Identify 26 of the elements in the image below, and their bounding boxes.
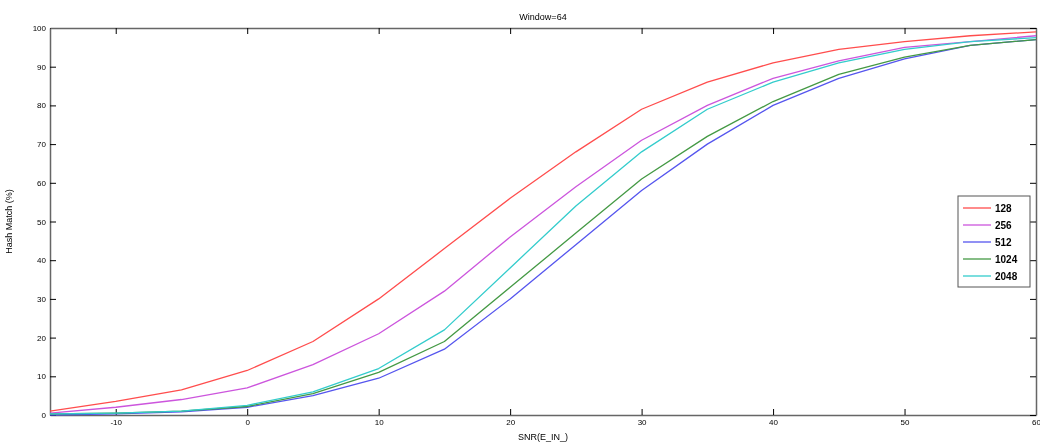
x-tick-label: 50: [900, 417, 911, 427]
x-axis-title: SNR(E_IN_): [517, 432, 569, 442]
y-tick-label: 60: [37, 178, 47, 188]
legend-label: 512: [995, 237, 1013, 248]
x-tick-label: -10: [110, 417, 123, 427]
x-tick-label: 60: [1032, 417, 1040, 427]
y-tick-label: 30: [37, 294, 47, 304]
legend-label: 128: [995, 203, 1013, 214]
legend-label: 2048: [995, 271, 1018, 282]
chart-title: Window=64: [519, 12, 567, 22]
y-axis-title: Hash Match (%): [4, 189, 14, 254]
x-tick-label: 40: [769, 417, 779, 427]
y-tick-label: 80: [37, 101, 47, 111]
y-tick-label: 10: [37, 372, 47, 382]
x-tick-label: 20: [506, 417, 516, 427]
y-tick-label: 20: [37, 333, 47, 343]
y-tick-label: 90: [37, 62, 47, 72]
x-tick-label: 0: [245, 417, 251, 427]
y-tick-label: 100: [32, 24, 47, 34]
x-tick-label: 30: [637, 417, 648, 427]
y-tick-label: 40: [37, 256, 47, 266]
y-tick-label: 70: [37, 140, 47, 150]
x-tick-label: 10: [374, 417, 385, 427]
legend-label: 1024: [995, 254, 1018, 265]
y-tick-label: 50: [37, 217, 47, 227]
legend-label: 256: [995, 220, 1013, 231]
